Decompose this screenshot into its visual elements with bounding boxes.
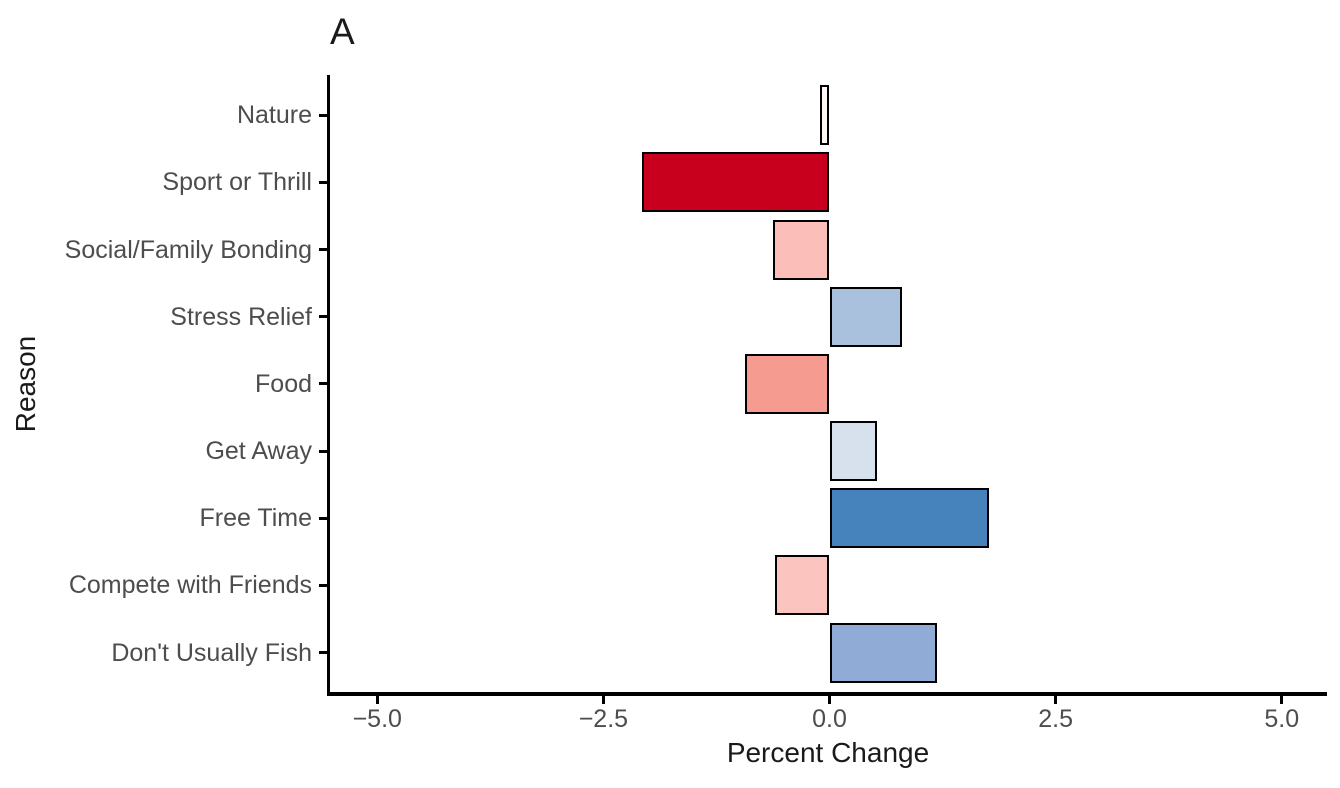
bar bbox=[820, 85, 830, 146]
category-label: Get Away bbox=[205, 437, 312, 466]
x-tick-mark bbox=[375, 695, 379, 704]
x-tick-label: 5.0 bbox=[1264, 705, 1300, 733]
y-tick-mark bbox=[318, 248, 327, 252]
x-tick-mark bbox=[1054, 695, 1058, 704]
y-tick-mark bbox=[318, 651, 327, 655]
category-label: Nature bbox=[236, 101, 312, 130]
category-label: Social/Family Bonding bbox=[64, 235, 312, 264]
x-axis-line bbox=[326, 692, 1327, 696]
y-tick-mark bbox=[318, 583, 327, 587]
bar bbox=[829, 286, 902, 347]
x-tick-mark bbox=[828, 695, 831, 704]
bar bbox=[772, 219, 830, 280]
category-label: Stress Relief bbox=[170, 302, 312, 331]
bar bbox=[745, 353, 830, 414]
x-tick-label: 2.5 bbox=[1038, 705, 1073, 733]
y-tick-mark bbox=[318, 449, 327, 453]
category-label: Sport or Thrill bbox=[162, 168, 312, 197]
bar bbox=[829, 488, 989, 549]
y-tick-mark bbox=[318, 113, 327, 117]
bar bbox=[642, 152, 830, 213]
x-axis-title: Percent Change bbox=[726, 737, 930, 768]
bar bbox=[829, 421, 877, 482]
category-label: Don't Usually Fish bbox=[111, 638, 312, 667]
category-label: Food bbox=[255, 369, 312, 398]
panel-tag-label: A bbox=[330, 11, 355, 52]
category-label: Free Time bbox=[199, 504, 312, 533]
x-tick-mark bbox=[601, 695, 605, 704]
y-tick-mark bbox=[318, 315, 327, 319]
y-axis-line bbox=[326, 75, 330, 693]
bar bbox=[829, 622, 938, 683]
y-tick-mark bbox=[318, 180, 327, 184]
y-tick-mark bbox=[318, 382, 327, 386]
bar bbox=[775, 555, 830, 616]
category-label: Compete with Friends bbox=[68, 571, 312, 600]
x-tick-label: 0.0 bbox=[812, 705, 847, 733]
x-tick-mark bbox=[1280, 695, 1284, 704]
y-tick-mark bbox=[318, 516, 327, 520]
x-tick-label: −5.0 bbox=[352, 705, 402, 733]
x-tick-label: −2.5 bbox=[578, 705, 629, 733]
